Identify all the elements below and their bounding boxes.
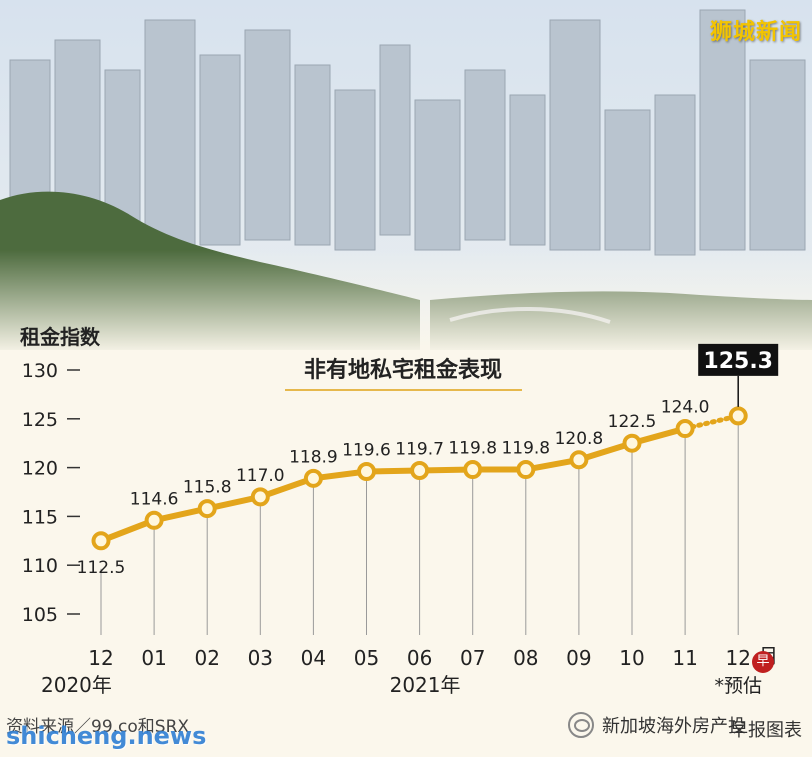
x-tick-label: 08 xyxy=(513,646,538,670)
y-tick-label: 115 xyxy=(22,506,58,528)
data-label: 125.3 xyxy=(703,349,773,374)
wechat-account-name: 新加坡海外房产投 xyxy=(602,716,746,737)
x-tick-label: 04 xyxy=(301,646,326,670)
brand-logo-text: 狮城新闻 xyxy=(709,20,802,45)
x-tick-label: 12 xyxy=(725,646,750,670)
data-point xyxy=(675,419,695,439)
forecast-value-box xyxy=(698,343,779,376)
year-label: 2020年 xyxy=(41,673,112,697)
data-point xyxy=(357,462,376,482)
wechat-icon xyxy=(568,712,594,738)
x-tick-label: 07 xyxy=(460,646,485,670)
x-tick-label: 03 xyxy=(248,646,273,670)
data-point xyxy=(144,510,164,530)
x-tick-label: 11 xyxy=(672,646,697,670)
data-label: 119.8 xyxy=(448,439,497,459)
x-tick-label: 01 xyxy=(141,646,166,670)
data-point xyxy=(463,460,483,480)
building-shape xyxy=(699,9,746,251)
data-point xyxy=(516,460,536,480)
building-shape xyxy=(654,94,696,256)
y-tick-label: 120 xyxy=(22,458,58,480)
year-label: 2021年 xyxy=(390,673,461,697)
data-label: 118.9 xyxy=(289,447,338,467)
building-shape xyxy=(294,64,331,246)
data-label: 120.8 xyxy=(555,429,604,449)
building-shape xyxy=(509,94,546,246)
data-label: 119.8 xyxy=(501,439,550,459)
building-shape xyxy=(144,19,196,251)
data-label: 117.0 xyxy=(236,466,285,486)
building-shape xyxy=(334,89,376,251)
x-tick-label: 06 xyxy=(407,646,432,670)
data-point xyxy=(569,450,589,470)
x-tick-label: 12 xyxy=(88,646,113,670)
zaobao-logo-icon: 早 xyxy=(752,651,774,673)
y-tick-label: 110 xyxy=(22,555,58,577)
y-tick-label: 105 xyxy=(22,604,58,626)
building-shape xyxy=(604,109,651,251)
site-watermark: shicheng.news xyxy=(6,722,207,750)
y-axis-title: 租金指数 xyxy=(20,325,101,349)
x-tick-label: 05 xyxy=(354,646,379,670)
y-tick-label: 125 xyxy=(22,409,58,431)
source-text: 资料来源／99.co和SRX xyxy=(6,717,190,737)
data-label: 112.5 xyxy=(77,558,126,578)
building-shape xyxy=(414,99,461,251)
building-shape xyxy=(749,59,806,251)
data-point xyxy=(250,487,270,507)
data-point xyxy=(197,499,217,519)
wechat-account[interactable]: 新加坡海外房产投 xyxy=(568,712,746,738)
building-shape xyxy=(464,69,506,241)
data-point xyxy=(91,531,111,551)
building-shape xyxy=(379,44,411,236)
data-label: 119.7 xyxy=(395,440,444,460)
data-label: 122.5 xyxy=(608,412,657,432)
building-shape xyxy=(199,54,241,246)
credit-text: 早报图表 xyxy=(730,720,802,741)
data-point xyxy=(410,461,430,481)
forecast-note: *预估 xyxy=(714,675,762,697)
data-point xyxy=(728,406,748,426)
x-tick-label: 10 xyxy=(619,646,644,670)
data-label: 119.6 xyxy=(342,441,391,461)
data-label: 124.0 xyxy=(661,398,710,418)
data-label: 115.8 xyxy=(183,478,232,498)
building-shape xyxy=(549,19,601,251)
city-photo-background xyxy=(0,0,812,355)
data-label: 114.6 xyxy=(130,489,179,509)
y-tick-label: 130 xyxy=(22,360,58,382)
x-tick-label: 09 xyxy=(566,646,591,670)
building-shape xyxy=(244,29,291,241)
data-point xyxy=(303,468,323,488)
data-point xyxy=(622,433,642,453)
chart-title: 非有地私宅租金表现 xyxy=(304,357,502,383)
x-tick-label: 02 xyxy=(194,646,219,670)
